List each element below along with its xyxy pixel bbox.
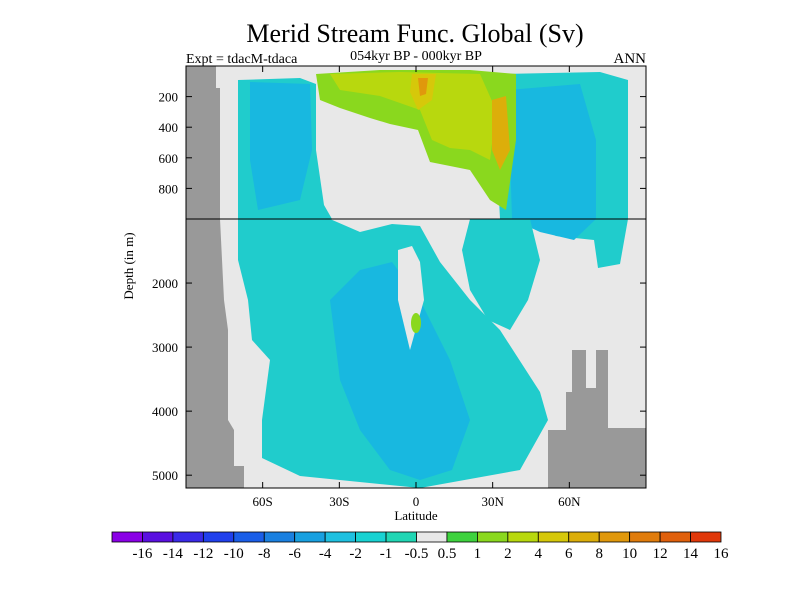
y-tick-label: 600 <box>159 151 179 166</box>
chart-title: Merid Stream Func. Global (Sv) <box>246 19 583 48</box>
x-tick-label: 60S <box>253 494 273 509</box>
colorbar-swatch <box>568 531 600 543</box>
colorbar-swatch <box>111 531 143 543</box>
colorbar-swatch <box>324 531 356 543</box>
colorbar-label: -2 <box>349 546 362 562</box>
x-tick-label: 0 <box>413 494 420 509</box>
y-tick-label: 4000 <box>152 404 178 419</box>
colorbar-label: -8 <box>258 546 271 562</box>
colorbar-swatch <box>537 531 570 543</box>
field-positive-orange-north <box>492 96 510 170</box>
land-mask-antarctica <box>186 66 244 488</box>
colorbar-swatch <box>690 531 722 543</box>
colorbar-label: 12 <box>653 546 668 562</box>
colorbar-label: -16 <box>132 546 152 562</box>
colorbar-swatch <box>294 531 326 543</box>
plot-area <box>185 65 647 489</box>
field-blue-lower-south <box>330 262 470 480</box>
colorbar-label: 10 <box>622 546 637 562</box>
y-tick-label: 3000 <box>152 340 178 355</box>
colorbar-label: 16 <box>714 546 730 562</box>
x-axis: 60S 30S 0 30N 60N <box>253 66 581 509</box>
colorbar-swatch <box>659 531 691 543</box>
colorbar-label: 6 <box>565 546 573 562</box>
field-blue-north <box>508 84 596 240</box>
x-tick-label: 60N <box>558 494 581 509</box>
colorbar-label: 4 <box>535 546 543 562</box>
field-equator-gap <box>398 246 424 350</box>
colorbar-label: -12 <box>193 546 213 562</box>
colorbar-label: 1 <box>474 546 482 562</box>
colorbar-label: -1 <box>380 546 393 562</box>
y-axis: 200 400 600 800 2000 3000 4000 5000 <box>152 90 646 483</box>
y-tick-label: 400 <box>159 120 179 135</box>
colorbar-swatch <box>476 531 509 543</box>
colorbar-swatch <box>598 531 631 543</box>
colorbar-swatch <box>263 531 296 543</box>
field-blue-upper-south <box>250 82 312 210</box>
experiment-label: Expt = tdacM-tdaca <box>186 52 298 67</box>
colorbar-swatch <box>142 531 174 543</box>
colorbar-label: -0.5 <box>405 546 429 562</box>
colorbar-swatch <box>172 531 204 543</box>
y-tick-label: 2000 <box>152 276 178 291</box>
y-tick-label: 200 <box>159 90 179 105</box>
colorbar-swatch <box>629 531 661 543</box>
colorbar-swatch <box>233 531 265 543</box>
y-axis-label: Depth (in m) <box>121 232 136 299</box>
colorbar: -16 -14 -12 -10 -8 -6 -4 -2 -1 -0.5 0.5 1 2 4 6 8 10 12 14… <box>111 531 730 562</box>
field-positive-blob-deep <box>411 313 421 333</box>
field-positive-yellow <box>330 72 496 160</box>
field-positive-orange <box>418 78 428 96</box>
colorbar-swatch <box>355 531 387 543</box>
colorbar-label: -14 <box>163 546 183 562</box>
colorbar-swatch <box>385 531 417 543</box>
x-tick-label: 30S <box>329 494 349 509</box>
colorbar-swatch <box>416 531 448 543</box>
colorbar-label: 14 <box>683 546 699 562</box>
colorbar-label: -10 <box>224 546 244 562</box>
x-tick-label: 30N <box>481 494 504 509</box>
colorbar-swatch <box>202 531 235 543</box>
colorbar-label: -6 <box>288 546 301 562</box>
colorbar-label: 2 <box>504 546 512 562</box>
season-label: ANN <box>614 51 647 67</box>
y-tick-label: 800 <box>159 181 179 196</box>
land-mask-north <box>548 350 646 488</box>
colorbar-label: -4 <box>319 546 332 562</box>
colorbar-label: 8 <box>595 546 603 562</box>
colorbar-swatch <box>446 531 478 543</box>
x-axis-label: Latitude <box>394 508 438 523</box>
colorbar-swatch <box>507 531 539 543</box>
time-range-label: 054kyr BP - 000kyr BP <box>350 49 482 64</box>
colorbar-label: 0.5 <box>438 546 457 562</box>
field-cyan-deep-north <box>462 219 540 330</box>
y-tick-label: 5000 <box>152 468 178 483</box>
